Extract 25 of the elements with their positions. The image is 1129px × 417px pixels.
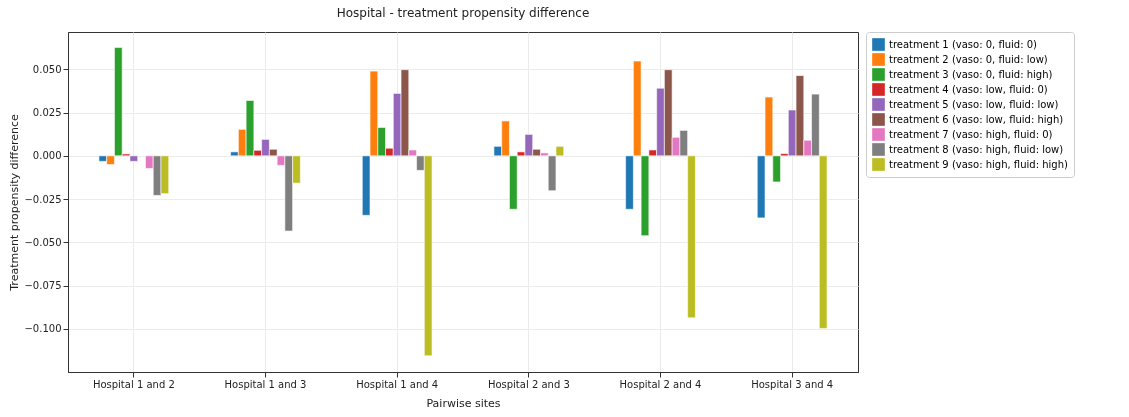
legend-label: treatment 4 (vaso: low, fluid: 0) xyxy=(889,83,1048,95)
y-tick-label: −0.050 xyxy=(24,236,62,248)
x-tick-label: Hospital 2 and 3 xyxy=(487,378,570,390)
x-tick-label: Hospital 2 and 4 xyxy=(619,378,702,390)
x-tick-label: Hospital 3 and 4 xyxy=(751,378,834,390)
legend-label: treatment 2 (vaso: 0, fluid: low) xyxy=(889,53,1048,65)
legend-label: treatment 8 (vaso: high, fluid: low) xyxy=(889,143,1064,155)
y-tick-label: 0.025 xyxy=(32,107,62,119)
legend-label: treatment 9 (vaso: high, fluid: high) xyxy=(889,158,1068,170)
legend-label: treatment 5 (vaso: low, fluid: low) xyxy=(889,98,1059,110)
legend-label: treatment 6 (vaso: low, fluid: high) xyxy=(889,113,1064,125)
y-axis-title: Treatment propensity difference xyxy=(8,114,22,292)
chart-title: Hospital - treatment propensity difference xyxy=(336,5,590,20)
x-axis-title: Pairwise sites xyxy=(426,396,501,410)
legend-label: treatment 7 (vaso: high, fluid: 0) xyxy=(889,128,1053,140)
y-tick-label: 0.050 xyxy=(32,63,62,75)
x-tick-label: Hospital 1 and 4 xyxy=(356,378,439,390)
y-tick-label: −0.075 xyxy=(24,280,62,292)
x-tick-label: Hospital 1 and 2 xyxy=(92,378,175,390)
legend-label: treatment 1 (vaso: 0, fluid: 0) xyxy=(889,38,1038,50)
y-tick-label: −0.025 xyxy=(24,193,62,205)
x-tick-label: Hospital 1 and 3 xyxy=(224,378,307,390)
legend-label: treatment 3 (vaso: 0, fluid: high) xyxy=(889,68,1053,80)
y-tick-label: −0.100 xyxy=(24,323,62,335)
y-tick-label: 0.000 xyxy=(32,150,62,162)
